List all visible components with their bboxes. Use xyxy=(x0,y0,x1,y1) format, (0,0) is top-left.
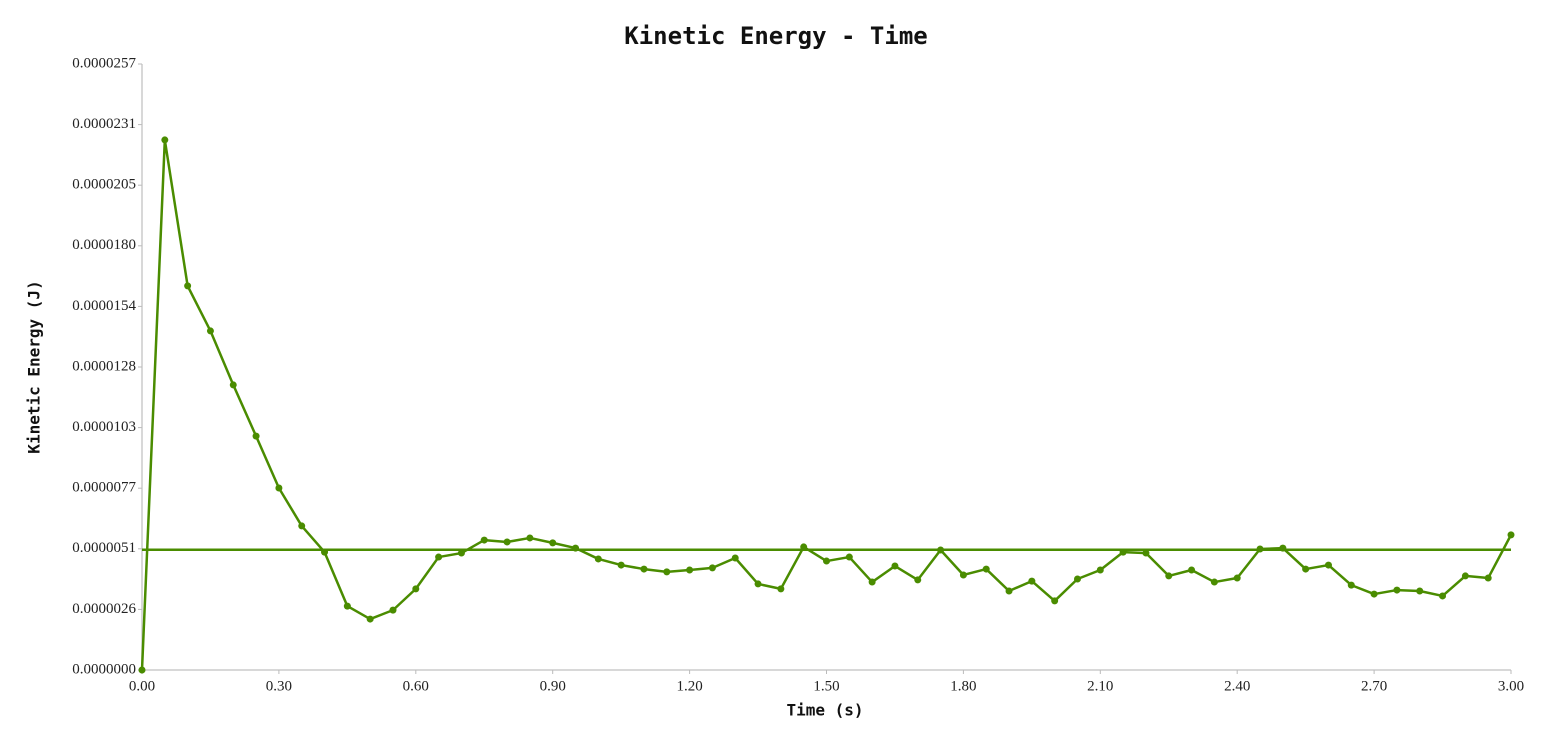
data-point xyxy=(1507,531,1515,539)
y-tick-label: 0.0000026 xyxy=(72,601,136,617)
data-point xyxy=(708,564,716,572)
data-point xyxy=(594,555,602,563)
data-point xyxy=(1484,574,1492,582)
data-point xyxy=(572,544,580,552)
data-point xyxy=(663,568,671,576)
data-point xyxy=(549,539,557,547)
x-tick-label: 2.70 xyxy=(1361,678,1387,694)
data-point xyxy=(1256,545,1264,553)
data-point xyxy=(1119,548,1127,556)
data-point xyxy=(1233,574,1241,582)
data-point xyxy=(1005,587,1013,595)
data-point xyxy=(1028,577,1036,585)
y-tick-label: 0.0000257 xyxy=(72,55,136,71)
data-point xyxy=(321,548,329,556)
data-point xyxy=(252,432,260,440)
data-point xyxy=(937,546,945,554)
data-point xyxy=(412,585,420,593)
data-point xyxy=(686,566,694,574)
data-point xyxy=(823,557,830,565)
y-axis-label: Kinetic Energy (J) xyxy=(25,280,44,453)
x-tick-label: 0.60 xyxy=(403,678,429,694)
x-tick-label: 0.90 xyxy=(540,678,566,694)
data-point xyxy=(1324,561,1332,569)
data-point xyxy=(891,562,899,570)
data-point xyxy=(1439,592,1447,600)
y-tick-label: 0.0000051 xyxy=(72,540,136,556)
x-tick-label: 2.40 xyxy=(1224,678,1250,694)
x-tick-label: 1.20 xyxy=(676,678,702,694)
x-tick-label: 3.00 xyxy=(1498,678,1524,694)
data-line xyxy=(140,138,1513,671)
data-point xyxy=(1096,566,1104,574)
data-point xyxy=(914,576,922,584)
data-point xyxy=(1188,566,1196,574)
data-point xyxy=(503,538,511,546)
data-point xyxy=(161,136,169,144)
y-tick-label: 0.0000180 xyxy=(72,237,136,253)
data-point xyxy=(1165,572,1173,580)
data-point xyxy=(1279,544,1287,552)
x-tick-label: 1.80 xyxy=(950,678,976,694)
data-point xyxy=(457,549,465,557)
data-point xyxy=(343,602,351,610)
data-point xyxy=(1051,597,1059,605)
x-tick-label: 2.10 xyxy=(1087,678,1113,694)
data-point xyxy=(1370,590,1378,598)
data-point xyxy=(1393,586,1401,594)
data-point xyxy=(138,666,146,674)
data-point xyxy=(298,522,306,530)
data-point xyxy=(1302,565,1310,573)
y-tick-label: 0.0000103 xyxy=(72,419,136,435)
data-point xyxy=(1347,581,1355,589)
data-point xyxy=(206,327,214,335)
data-point xyxy=(1210,578,1218,586)
data-point xyxy=(184,282,192,290)
chart-title: Kinetic Energy - Time xyxy=(624,22,927,50)
y-tick-label: 0.0000154 xyxy=(72,298,136,314)
data-point xyxy=(526,534,534,542)
y-tick-label: 0.0000077 xyxy=(72,480,136,496)
y-tick-label: 0.0000128 xyxy=(72,358,136,374)
data-point xyxy=(389,606,397,614)
data-point xyxy=(800,543,808,551)
data-point xyxy=(480,536,488,544)
data-point xyxy=(868,578,876,586)
data-point xyxy=(1073,575,1081,583)
y-tick-label: 0.0000231 xyxy=(72,116,136,132)
data-point xyxy=(1461,572,1469,580)
data-point xyxy=(982,565,990,573)
data-point xyxy=(275,484,283,492)
data-point xyxy=(366,615,374,623)
data-point xyxy=(617,561,625,569)
data-point xyxy=(959,571,967,579)
data-point xyxy=(1416,587,1424,595)
data-point xyxy=(731,554,739,562)
data-point xyxy=(754,580,762,588)
x-tick-label: 0.00 xyxy=(129,678,155,694)
data-point xyxy=(229,381,237,389)
data-point xyxy=(435,553,443,561)
data-point xyxy=(777,585,785,593)
x-tick-label: 0.30 xyxy=(266,678,292,694)
data-point xyxy=(1142,549,1150,557)
data-point xyxy=(845,553,853,561)
x-axis-label: Time (s) xyxy=(786,701,863,720)
y-tick-label: 0.0000205 xyxy=(72,177,136,193)
y-tick-label: 0.0000000 xyxy=(72,661,136,677)
data-point xyxy=(640,565,648,573)
x-tick-label: 1.50 xyxy=(813,678,839,694)
